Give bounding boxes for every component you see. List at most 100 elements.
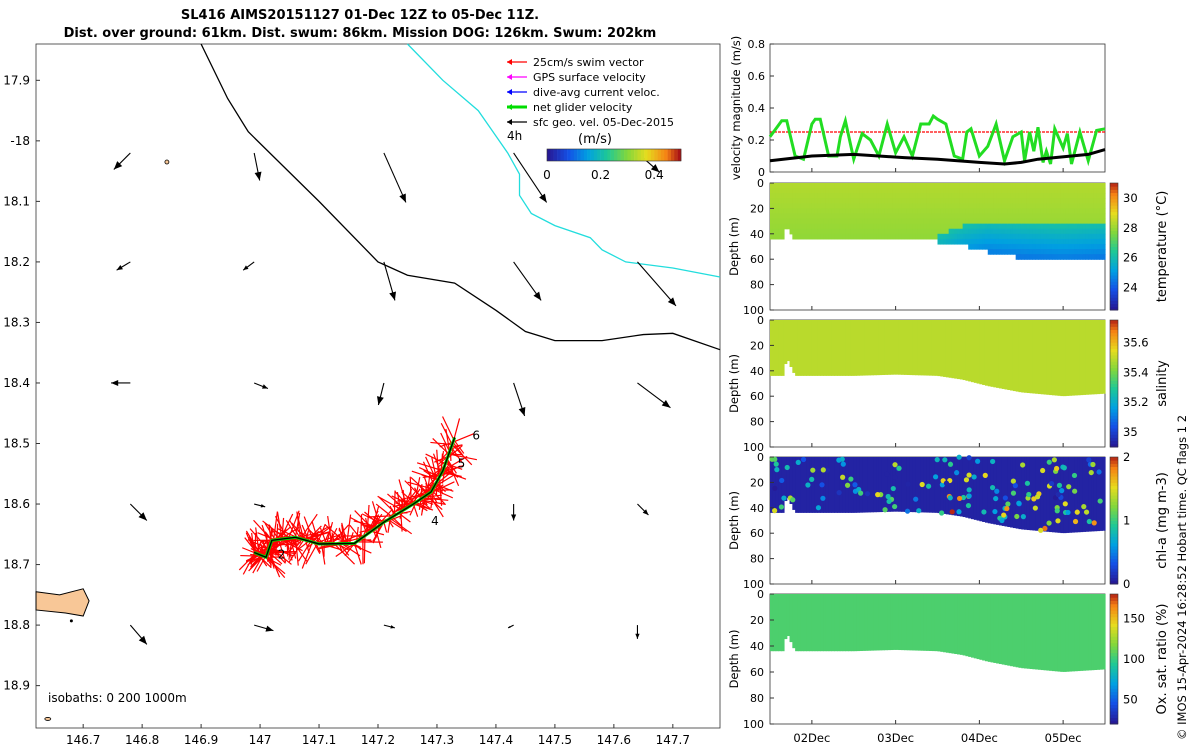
chl-sample-dot (1096, 469, 1102, 475)
salinity-cell (853, 320, 858, 376)
temperature-cell (1054, 188, 1059, 194)
temperature-cell (792, 188, 796, 194)
temperature-cell (957, 193, 961, 199)
temperature-cell (1071, 249, 1075, 255)
profile-colorbar-label: chl-a (mg m-3) (1155, 472, 1170, 569)
salinity-cell (803, 320, 807, 376)
salinity-cell (809, 320, 813, 376)
temperature-cell (878, 193, 883, 199)
temperature-cell (1038, 193, 1042, 199)
temperature-cell (1099, 223, 1103, 230)
swim-vector (344, 543, 355, 557)
temperature-cell (1024, 249, 1028, 255)
temperature-cell (1057, 208, 1061, 215)
chl-cell (979, 457, 983, 522)
temperature-cell (1015, 183, 1020, 189)
temperature-cell (1010, 238, 1014, 245)
chl-sample-dot (949, 509, 955, 515)
temperature-cell (1079, 198, 1084, 204)
chl-cell (1093, 457, 1098, 532)
temperature-cell (1063, 243, 1067, 250)
temperature-cell (940, 238, 944, 245)
temperature-cell (890, 218, 894, 225)
temperature-cell (917, 183, 922, 189)
chl-sample-dot (779, 477, 785, 484)
oxygen-cell (792, 594, 796, 649)
chl-sample-dot (784, 464, 790, 471)
day-label: 6 (472, 428, 480, 442)
salinity-cell (996, 320, 1000, 388)
chl-sample-dot (840, 461, 846, 467)
oxygen-cell (1091, 594, 1095, 671)
chl-cell (1029, 457, 1034, 531)
temperature-cell (1082, 198, 1087, 204)
temperature-cell (1088, 249, 1092, 255)
temperature-cell (1099, 254, 1103, 260)
temperature-cell (786, 218, 791, 225)
temperature-cell (1057, 243, 1061, 250)
temperature-cell (864, 213, 869, 220)
temperature-cell (1085, 223, 1089, 230)
temperature-cell (934, 183, 939, 189)
swim-vector (430, 491, 438, 503)
temperature-cell (772, 218, 777, 225)
temperature-cell (772, 203, 777, 209)
temperature-cell (979, 203, 983, 209)
temperature-cell (864, 183, 869, 189)
swim-vector (353, 543, 362, 565)
profile-colorbar-segment (1110, 396, 1118, 400)
swim-vector (383, 522, 388, 533)
profile-colorbar-segment (1110, 342, 1118, 346)
temperature-cell (971, 223, 975, 230)
chl-sample-dot (1061, 465, 1067, 471)
profile-colorbar-segment (1110, 479, 1118, 483)
isobaths-label: isobaths: 0 200 1000m (48, 691, 187, 705)
salinity-cell (1099, 320, 1103, 394)
temperature-cell (954, 213, 958, 220)
temperature-cell (859, 183, 863, 189)
temperature-cell (1038, 243, 1042, 250)
temperature-cell (781, 203, 785, 209)
chl-sample-dot (892, 474, 898, 481)
temperature-cell (945, 203, 950, 209)
temperature-cell (973, 213, 978, 220)
temperature-cell (1001, 249, 1006, 255)
temperature-cell (1054, 183, 1059, 189)
temperature-cell (772, 188, 777, 194)
temperature-cell (1046, 254, 1050, 260)
legend-swatch-head (507, 74, 512, 80)
temperature-cell (820, 193, 824, 199)
temperature-cell (867, 208, 872, 215)
temperature-cell (1046, 223, 1050, 230)
swim-vector (262, 520, 286, 540)
profile-colorbar-segment (1110, 711, 1118, 715)
temperature-cell (990, 228, 994, 235)
temperature-cell (971, 208, 975, 215)
temperature-cell (926, 208, 930, 215)
temperature-cell (859, 188, 863, 194)
temperature-cell (775, 213, 779, 220)
temperature-cell (898, 183, 902, 189)
oxygen-cell (901, 594, 905, 651)
temperature-cell (909, 203, 913, 209)
temperature-cell (814, 233, 819, 240)
temperature-cell (820, 183, 824, 189)
chl-cell (884, 457, 888, 512)
profile-colorbar-segment (1110, 246, 1118, 251)
temperature-cell (890, 223, 894, 230)
chl-sample-dot (875, 492, 881, 498)
temperature-cell (1021, 208, 1025, 215)
chl-cell (1040, 457, 1045, 532)
temperature-cell (800, 198, 805, 204)
oxygen-cell (842, 594, 846, 652)
temperature-cell (1051, 238, 1056, 245)
chl-cell (873, 457, 877, 513)
salinity-cell (1074, 320, 1078, 396)
profile-colorbar-segment (1110, 542, 1118, 547)
geostrophic-vector-head (389, 291, 396, 301)
temperature-cell (803, 198, 807, 204)
chl-sample-dot (836, 457, 842, 463)
chl-sample-dot (781, 495, 787, 501)
temperature-cell (862, 213, 866, 220)
temperature-cell (811, 193, 816, 199)
